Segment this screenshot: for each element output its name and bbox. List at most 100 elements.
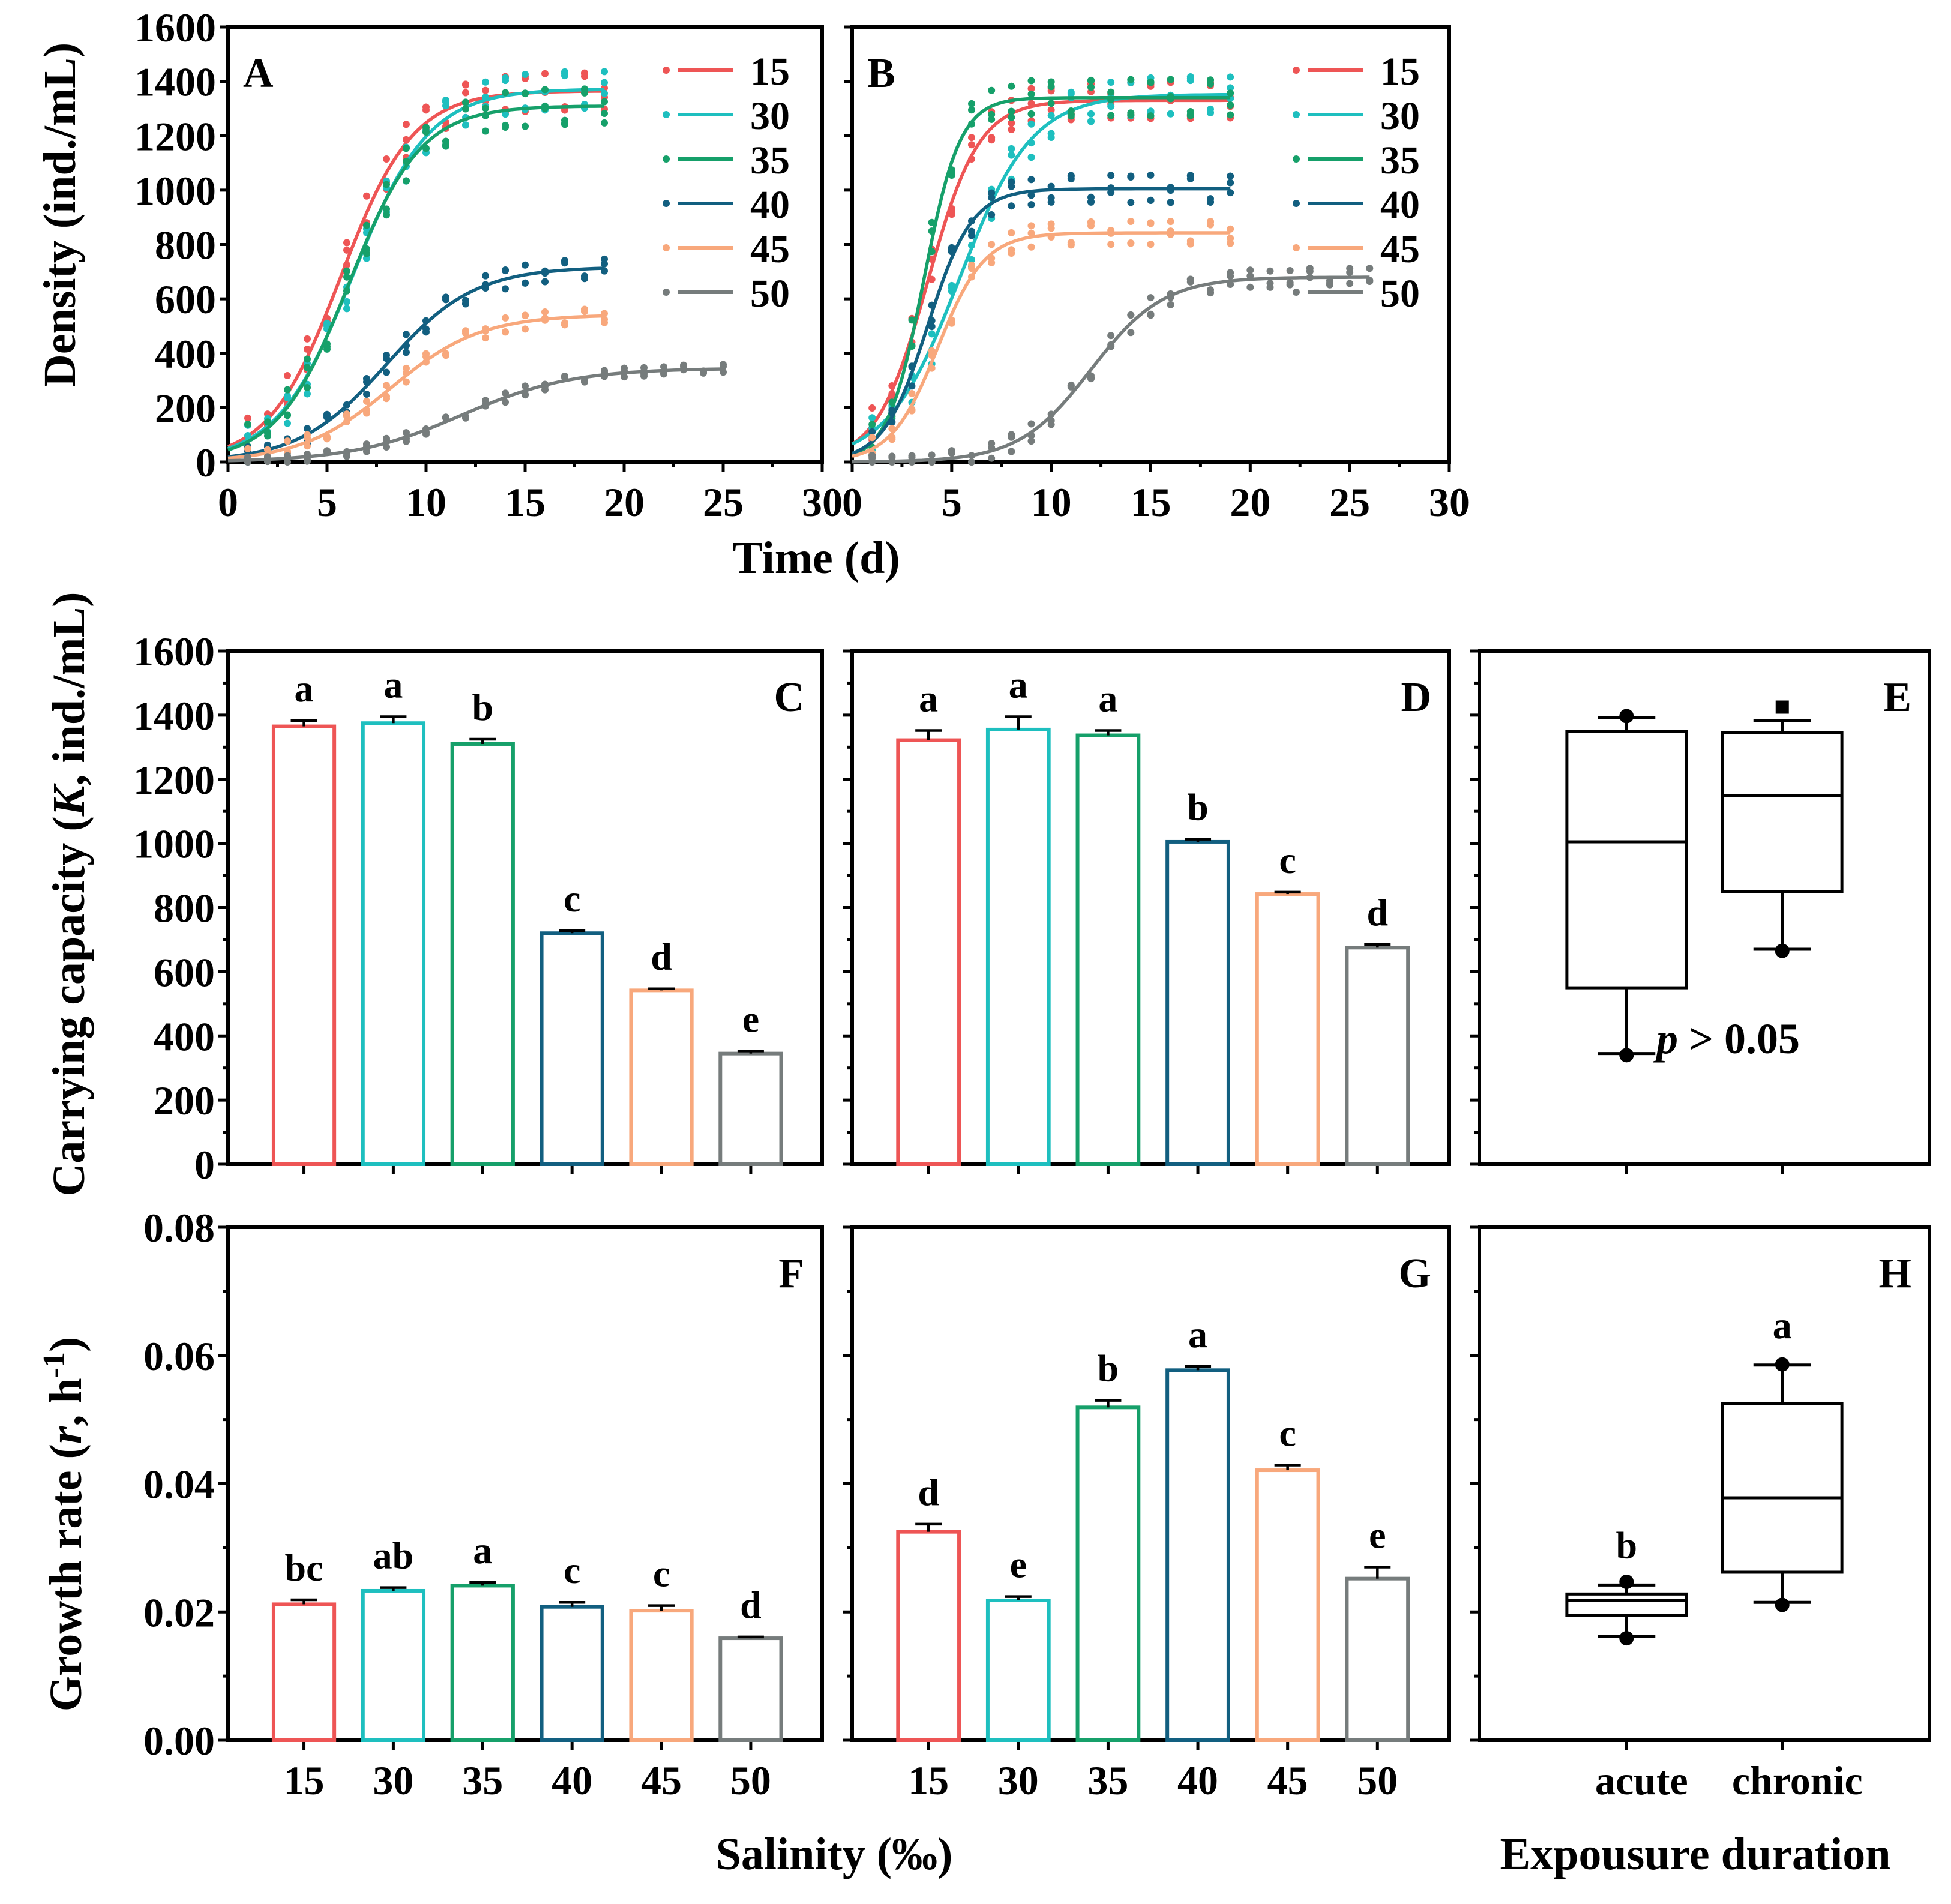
panel-A-data-point: [383, 155, 390, 163]
panel-A-data-point: [541, 386, 549, 394]
panel-B-data-point: [1227, 172, 1234, 180]
panel-A-data-point: [462, 105, 469, 113]
panel-C-bar-35: [450, 742, 515, 1166]
panel-B-data-point: [948, 211, 955, 218]
panel-A-data-point: [660, 363, 667, 371]
panel-B-data-point: [1027, 154, 1035, 161]
panel-B-data-point: [928, 317, 936, 325]
panel-B-data-point: [888, 407, 896, 415]
panel-A-data-point: [561, 116, 568, 124]
panel-A-data-point: [343, 298, 350, 305]
panel-H-xtick-label: acute: [1595, 1758, 1688, 1803]
panel-B-data-point: [1207, 76, 1214, 84]
panel-A-data-point: [363, 375, 370, 383]
panel-H-min-point-chronic: [1775, 1597, 1790, 1612]
panel-A-data-point: [502, 314, 509, 322]
panel-A-data-point: [462, 81, 469, 89]
panel-E-frame: [1478, 649, 1931, 1166]
panel-B-data-point: [1107, 188, 1115, 196]
panel-B-data-point: [968, 134, 975, 142]
panel-B-data-point: [1346, 265, 1354, 272]
panel-A-data-point: [640, 372, 648, 380]
panel-B-data-point: [1227, 280, 1234, 288]
panel-A-data-point: [264, 453, 271, 461]
panel-A-data-point: [383, 205, 390, 213]
panel-A-data-point: [284, 386, 291, 394]
panel-H-min-point-acute: [1619, 1631, 1634, 1646]
panel-B-data-point: [1127, 218, 1135, 226]
panel-B-data-point: [1087, 193, 1095, 201]
panel-A-data-point: [601, 68, 608, 76]
panel-C-ytick-label: 0: [194, 1142, 215, 1188]
panel-F-sig-letter-15: bc: [285, 1546, 323, 1589]
panel-B-data-point: [1027, 85, 1035, 92]
panel-B-data-point: [968, 256, 975, 263]
panel-B-data-point: [1047, 224, 1055, 232]
panel-B-data-point: [1306, 274, 1314, 281]
panel-B-data-point: [1346, 280, 1354, 287]
panel-B-data-point: [888, 398, 896, 406]
panel-B-data-point: [988, 115, 996, 123]
panel-B-data-point: [968, 155, 975, 163]
panel-B-data-point: [1227, 179, 1234, 187]
panel-A-data-point: [323, 345, 331, 353]
panel-A-data-point: [363, 440, 370, 448]
panel-B-data-point: [948, 244, 955, 251]
panel-E-letter: E: [1883, 674, 1911, 721]
panel-B-data-point: [988, 454, 996, 462]
panel-A-data-point: [680, 366, 687, 374]
panel-B-data-point: [1227, 225, 1234, 233]
panel-B-legend-label-45: 45: [1380, 227, 1420, 271]
panel-A-data-point: [561, 72, 568, 80]
panel-A-data-point: [601, 267, 608, 275]
panel-A-data-point: [442, 142, 449, 150]
panel-A-data-point: [363, 390, 370, 398]
panel-C-letter: C: [774, 674, 804, 721]
panel-B-data-point: [1027, 432, 1035, 440]
panel-A-data-point: [383, 395, 390, 403]
panel-C-sig-letter-30: a: [383, 664, 403, 706]
panel-B-data-point: [988, 259, 996, 266]
panel-B-xtick-label: 20: [1230, 479, 1270, 525]
panel-A-data-point: [561, 319, 568, 327]
panel-H-sig-letter-chronic: a: [1773, 1304, 1792, 1347]
panel-B-data-point: [988, 136, 996, 144]
panel-E-box-acute: [1565, 730, 1688, 990]
panel-A-data-point: [621, 367, 628, 375]
panel-B-data-point: [1027, 229, 1035, 237]
panel-A-legend-dot-30: [663, 111, 670, 118]
panel-F-bar-50: [718, 1636, 783, 1743]
panel-D-sig-letter-15: a: [919, 677, 938, 720]
panel-H-box-acute: [1565, 1592, 1688, 1617]
panel-A-data-point: [422, 317, 430, 325]
panel-B-data-point: [1027, 222, 1035, 230]
panel-A-data-point: [462, 413, 469, 421]
panel-A-data-point: [403, 429, 410, 437]
panel-B-data-point: [1227, 84, 1234, 92]
panel-A-data-point: [304, 390, 311, 398]
panel-A-legend-label-45: 45: [750, 227, 790, 271]
panel-F-ytick-label: 0.02: [143, 1590, 215, 1635]
panel-A-data-point: [462, 98, 469, 106]
panel-B-data-point: [1127, 311, 1135, 319]
panel-C-bar-40: [540, 931, 604, 1166]
panel-A-ytick-label: 1400: [134, 59, 216, 105]
panel-A-data-point: [522, 261, 529, 269]
panel-B-data-point: [1008, 178, 1015, 186]
panel-B-data-point: [1087, 110, 1095, 118]
panel-B-data-point: [1227, 239, 1234, 247]
panel-A-data-point: [640, 364, 648, 371]
panel-B-data-point: [1207, 198, 1214, 206]
panel-B-legend-dot-50: [1293, 289, 1300, 296]
panel-B-data-point: [1008, 119, 1015, 127]
panel-B-data-point: [1087, 222, 1095, 230]
panel-B-data-point: [1186, 77, 1194, 85]
panel-B-data-point: [868, 428, 876, 436]
panel-A-data-point: [383, 382, 390, 389]
panel-C-ytick-label: 600: [154, 949, 215, 995]
panel-B-data-point: [1087, 83, 1095, 91]
panel-A-data-point: [323, 447, 331, 455]
panel-B-data-point: [928, 347, 936, 355]
panel-B-data-point: [928, 323, 936, 331]
